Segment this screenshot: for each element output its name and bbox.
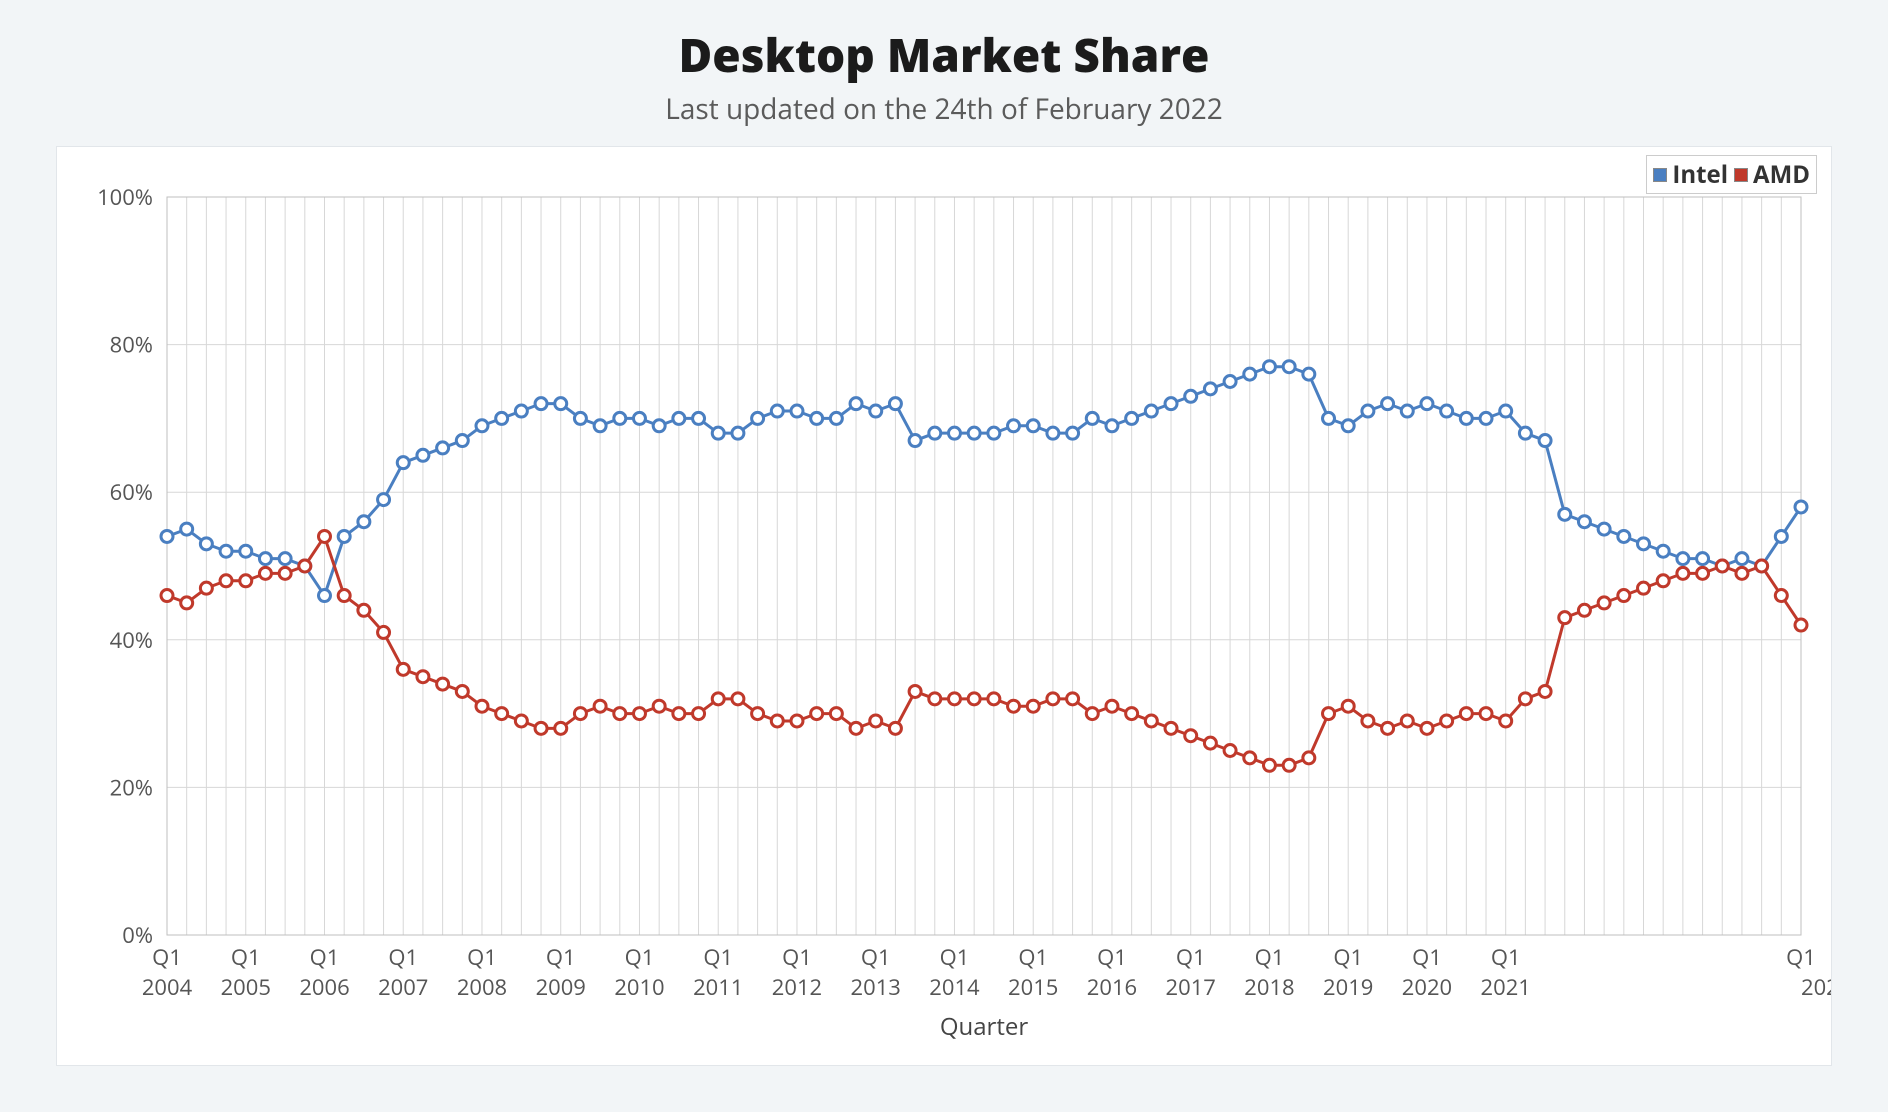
- svg-text:2007: 2007: [378, 972, 428, 1002]
- legend-label-intel: Intel: [1672, 158, 1728, 191]
- svg-text:Q1: Q1: [1333, 942, 1363, 972]
- svg-text:Q1: Q1: [388, 942, 418, 972]
- svg-text:Q1: Q1: [1018, 942, 1048, 972]
- svg-text:2005: 2005: [221, 972, 271, 1002]
- svg-text:Quarter: Quarter: [940, 1010, 1029, 1043]
- chart-card: Intel AMD 0% 20% 40% 60% 80% 100% Q1 Q1 Q1 Q1 Q1 Q1…: [56, 146, 1832, 1066]
- legend-label-amd: AMD: [1753, 158, 1810, 191]
- svg-text:2013: 2013: [851, 972, 901, 1002]
- svg-text:Q1: Q1: [703, 942, 733, 972]
- svg-text:Q1: Q1: [1786, 942, 1816, 972]
- svg-text:Q1: Q1: [861, 942, 891, 972]
- svg-text:202: 202: [1801, 972, 1831, 1002]
- svg-text:Q1: Q1: [625, 942, 655, 972]
- svg-text:2014: 2014: [929, 972, 980, 1002]
- svg-text:2019: 2019: [1323, 972, 1373, 1002]
- legend-item-amd: AMD: [1734, 158, 1810, 191]
- svg-text:2018: 2018: [1244, 972, 1294, 1002]
- svg-text:2006: 2006: [299, 972, 349, 1002]
- chart-subtitle: Last updated on the 24th of February 202…: [0, 90, 1888, 128]
- svg-text:40%: 40%: [110, 625, 153, 655]
- legend-swatch-intel: [1653, 168, 1667, 182]
- svg-text:Q1: Q1: [1491, 942, 1521, 972]
- legend-swatch-amd: [1734, 168, 1748, 182]
- svg-text:Q1: Q1: [782, 942, 812, 972]
- svg-text:Q1: Q1: [1176, 942, 1206, 972]
- svg-text:2015: 2015: [1008, 972, 1058, 1002]
- svg-text:2017: 2017: [1166, 972, 1216, 1002]
- svg-text:2008: 2008: [457, 972, 507, 1002]
- svg-text:2016: 2016: [1087, 972, 1137, 1002]
- svg-text:Q1: Q1: [152, 942, 182, 972]
- svg-text:Q1: Q1: [1412, 942, 1442, 972]
- svg-text:Q1: Q1: [940, 942, 970, 972]
- market-share-line-chart: 0% 20% 40% 60% 80% 100% Q1 Q1 Q1 Q1 Q1 Q1 Q1 Q1 Q1 Q1 Q1…: [57, 147, 1831, 1065]
- svg-text:Q1: Q1: [1097, 942, 1127, 972]
- svg-text:2021: 2021: [1481, 972, 1531, 1002]
- svg-text:0%: 0%: [122, 920, 153, 950]
- svg-text:2009: 2009: [536, 972, 586, 1002]
- chart-legend: Intel AMD: [1646, 155, 1817, 194]
- svg-text:2012: 2012: [772, 972, 822, 1002]
- svg-text:Q1: Q1: [231, 942, 261, 972]
- legend-item-intel: Intel: [1653, 158, 1728, 191]
- svg-text:100%: 100%: [97, 182, 153, 212]
- svg-text:2011: 2011: [693, 972, 743, 1002]
- svg-text:Q1: Q1: [1255, 942, 1285, 972]
- svg-text:20%: 20%: [110, 772, 153, 802]
- svg-text:2010: 2010: [614, 972, 664, 1002]
- chart-title: Desktop Market Share: [0, 24, 1888, 86]
- svg-text:Q1: Q1: [546, 942, 576, 972]
- svg-text:80%: 80%: [110, 330, 153, 360]
- page: Desktop Market Share Last updated on the…: [0, 0, 1888, 1112]
- svg-text:2004: 2004: [142, 972, 193, 1002]
- svg-text:2020: 2020: [1402, 972, 1452, 1002]
- svg-text:60%: 60%: [110, 477, 153, 507]
- svg-text:Q1: Q1: [310, 942, 340, 972]
- svg-text:Q1: Q1: [467, 942, 497, 972]
